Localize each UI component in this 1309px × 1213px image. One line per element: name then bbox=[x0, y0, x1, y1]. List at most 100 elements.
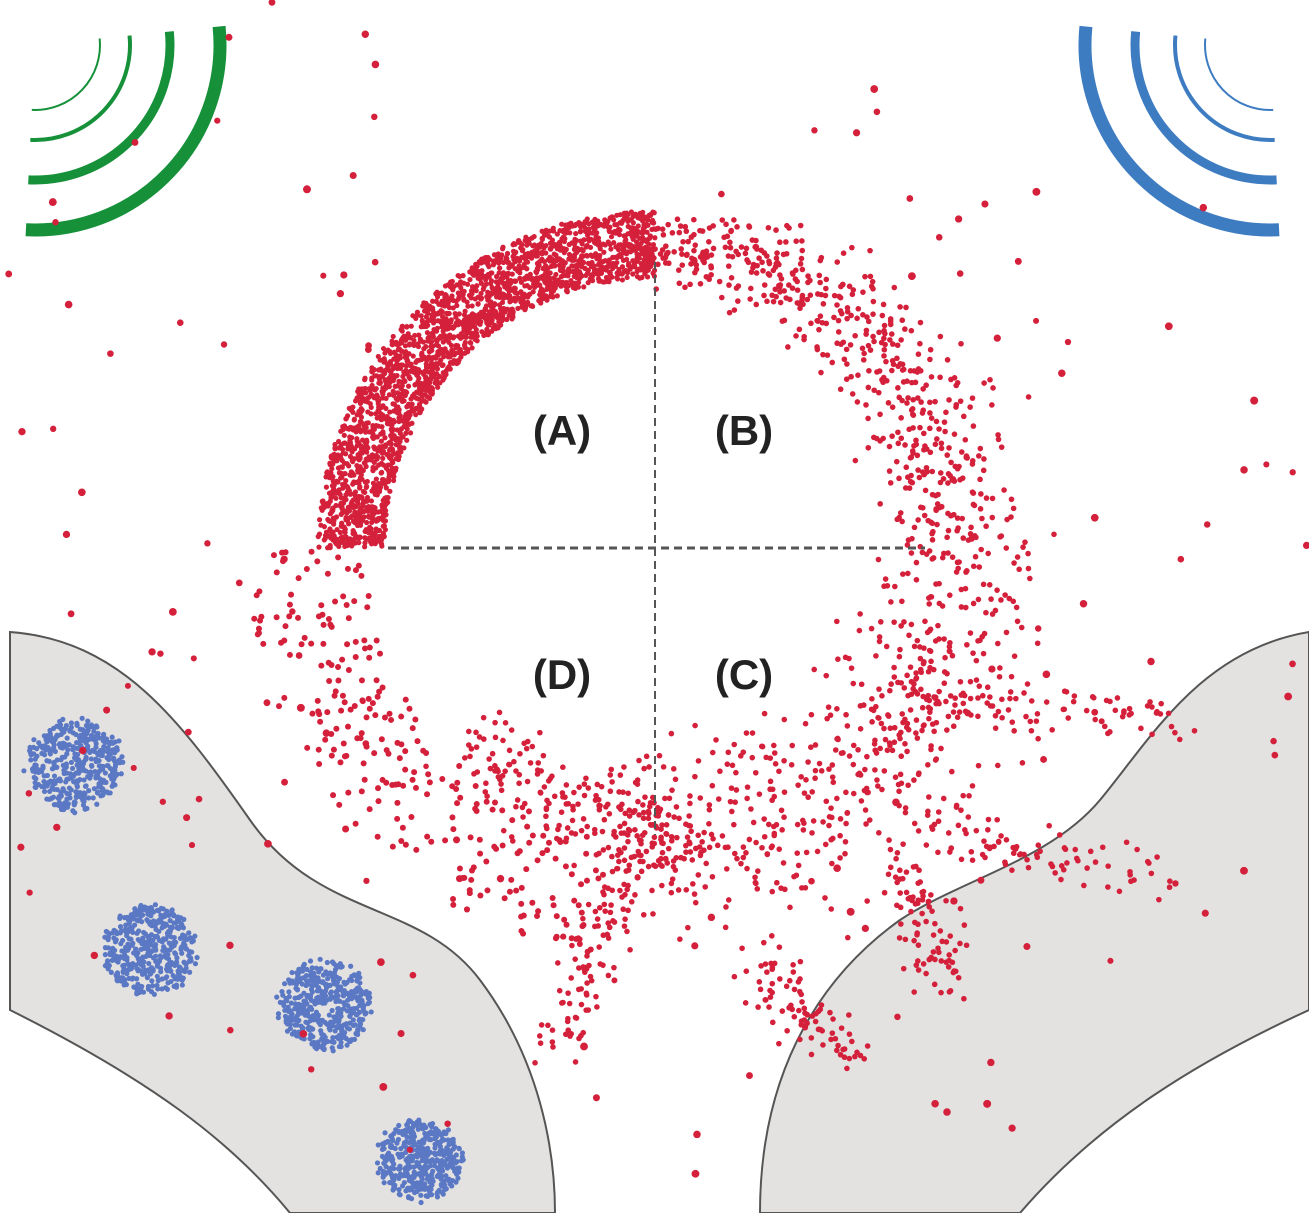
red-particle bbox=[930, 492, 936, 498]
blue-particle bbox=[436, 1129, 441, 1134]
blue-particle bbox=[33, 785, 38, 790]
red-particle bbox=[751, 820, 757, 826]
blue-particle bbox=[163, 947, 168, 952]
red-particle bbox=[763, 755, 769, 761]
red-particle bbox=[425, 357, 430, 362]
red-particle bbox=[586, 221, 591, 226]
red-particle bbox=[786, 282, 792, 288]
red-particle bbox=[826, 766, 832, 772]
red-particle bbox=[753, 880, 759, 886]
red-particle bbox=[754, 886, 760, 892]
red-particle bbox=[464, 331, 469, 336]
red-particle bbox=[754, 270, 760, 276]
blue-particle bbox=[342, 988, 347, 993]
red-particle bbox=[916, 351, 922, 357]
red-particle bbox=[380, 456, 385, 461]
red-particle bbox=[330, 462, 335, 467]
red-particle bbox=[418, 337, 423, 342]
red-particle bbox=[946, 528, 952, 534]
blue-particle bbox=[314, 983, 319, 988]
red-particle bbox=[754, 246, 760, 252]
red-particle bbox=[632, 892, 638, 898]
red-particle bbox=[408, 430, 413, 435]
red-particle bbox=[400, 383, 405, 388]
red-particle bbox=[732, 851, 738, 857]
red-particle bbox=[561, 261, 566, 266]
red-particle bbox=[343, 497, 348, 502]
blue-particle bbox=[389, 1133, 394, 1138]
red-particle bbox=[869, 696, 875, 702]
blue-particle bbox=[427, 1137, 432, 1142]
red-particle bbox=[753, 770, 759, 776]
blue-particle bbox=[75, 778, 80, 783]
red-particle bbox=[730, 763, 736, 769]
arc bbox=[1085, 27, 1279, 230]
red-particle bbox=[747, 296, 753, 302]
red-particle bbox=[327, 526, 332, 531]
red-particle bbox=[997, 674, 1003, 680]
red-particle bbox=[708, 263, 714, 269]
red-particle bbox=[597, 261, 602, 266]
red-particle bbox=[823, 673, 829, 679]
red-particle bbox=[774, 250, 780, 256]
red-particle bbox=[382, 350, 387, 355]
red-particle bbox=[882, 342, 888, 348]
red-particle bbox=[657, 753, 663, 759]
red-particle bbox=[855, 772, 861, 778]
red-particle bbox=[883, 576, 889, 582]
red-particle bbox=[497, 266, 502, 271]
blue-particle bbox=[310, 1034, 315, 1039]
red-particle bbox=[642, 271, 647, 276]
red-particle bbox=[838, 386, 844, 392]
red-particle bbox=[799, 256, 805, 262]
red-particle bbox=[629, 899, 635, 905]
blue-particle bbox=[347, 977, 352, 982]
red-particle bbox=[842, 851, 848, 857]
red-particle bbox=[864, 754, 870, 760]
red-particle bbox=[959, 604, 965, 610]
red-particle bbox=[957, 709, 963, 715]
red-particle bbox=[949, 769, 955, 775]
red-particle bbox=[497, 270, 502, 275]
red-particle bbox=[848, 342, 854, 348]
red-particle bbox=[993, 725, 999, 731]
red-particle bbox=[678, 246, 684, 252]
red-particle bbox=[820, 819, 826, 825]
red-particle bbox=[823, 798, 829, 804]
red-particle bbox=[787, 905, 793, 911]
red-particle bbox=[694, 266, 700, 272]
red-particle bbox=[340, 458, 345, 463]
red-particle bbox=[937, 601, 943, 607]
red-particle bbox=[449, 343, 454, 348]
red-particle bbox=[379, 470, 384, 475]
red-particle bbox=[915, 395, 921, 401]
red-particle bbox=[1016, 567, 1022, 573]
red-particle bbox=[863, 402, 869, 408]
red-particle bbox=[800, 267, 806, 273]
blue-particle bbox=[65, 805, 70, 810]
red-particle bbox=[728, 229, 734, 235]
red-particle bbox=[414, 396, 419, 401]
red-particle bbox=[448, 279, 453, 284]
red-particle bbox=[596, 235, 601, 240]
red-particle bbox=[570, 269, 575, 274]
blue-particle bbox=[428, 1130, 433, 1135]
blue-particle bbox=[286, 977, 291, 982]
red-particle bbox=[933, 506, 939, 512]
red-particle bbox=[572, 252, 577, 257]
red-particle bbox=[545, 286, 550, 291]
blue-particle bbox=[76, 760, 81, 765]
red-particle bbox=[359, 420, 364, 425]
red-particle bbox=[861, 357, 867, 363]
red-particle bbox=[555, 293, 560, 298]
red-particle bbox=[717, 768, 723, 774]
red-particle bbox=[921, 431, 927, 437]
red-particle bbox=[388, 462, 393, 467]
blue-particle bbox=[47, 759, 52, 764]
red-particle bbox=[692, 723, 698, 729]
blue-particle bbox=[424, 1152, 429, 1157]
red-particle bbox=[397, 446, 402, 451]
red-particle bbox=[920, 694, 926, 700]
red-particle bbox=[833, 747, 839, 753]
red-particle bbox=[791, 874, 797, 880]
